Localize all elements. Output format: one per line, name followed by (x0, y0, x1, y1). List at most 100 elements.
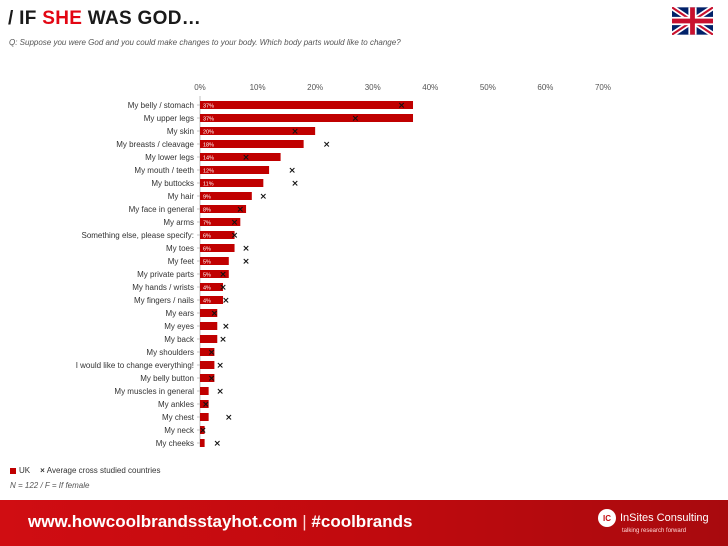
bar-uk (200, 192, 252, 200)
bar-value-label: 37% (203, 117, 214, 123)
category-label: My shoulders (146, 348, 194, 357)
x-tick-label: 60% (537, 83, 553, 92)
average-marker: × (219, 335, 227, 345)
bar-uk (200, 101, 414, 109)
footer-text: www.howcoolbrandsstayhot.com | #coolbran… (28, 512, 413, 532)
bar-uk (200, 309, 218, 317)
bar-uk (200, 374, 215, 382)
bar-value-label: 6% (203, 234, 211, 240)
average-marker: × (288, 166, 296, 176)
bar-uk (200, 348, 215, 356)
average-marker: × (242, 153, 250, 163)
average-marker: × (219, 270, 227, 280)
category-label: My fingers / nails (134, 296, 194, 305)
average-marker: × (242, 257, 250, 267)
average-marker: × (202, 400, 210, 410)
bar-uk (200, 205, 247, 213)
x-tick-label: 50% (480, 83, 496, 92)
page-title: / IF SHE WAS GOD… (8, 8, 201, 30)
category-label: My belly button (140, 374, 194, 383)
bar-uk (200, 296, 224, 304)
brand-logo: IC InSites Consulting (598, 509, 709, 527)
bar-value-label: 4% (203, 286, 211, 292)
category-label: Something else, please specify: (81, 231, 194, 240)
average-marker: × (216, 361, 224, 371)
average-marker: × (231, 218, 239, 228)
bar-uk (200, 322, 218, 330)
x-tick-label: 70% (595, 83, 611, 92)
survey-question: Q: Suppose you were God and you could ma… (9, 38, 401, 47)
legend-item-average: × Average cross studied countries (40, 466, 161, 475)
category-label: My private parts (137, 270, 194, 279)
legend-item-uk: UK (10, 466, 30, 475)
bar-uk (200, 439, 205, 447)
bar-chart: 0% 10% 20% 30% 40% 50% 60% 70% My belly / stomac… (76, 83, 611, 449)
category-label: My hands / wrists (132, 283, 194, 292)
bar-value-label: 8% (203, 208, 211, 214)
bar-value-label: 20% (203, 130, 214, 136)
category-label: My breasts / cleavage (116, 140, 194, 149)
title-suffix: WAS GOD… (82, 8, 202, 29)
category-label: My face in general (129, 205, 195, 214)
bar-uk (200, 244, 235, 252)
x-tick-label: 0% (194, 83, 206, 92)
category-label: My lower legs (145, 153, 194, 162)
category-label: My mouth / teeth (134, 166, 194, 175)
brand-name: InSites Consulting (620, 512, 709, 524)
average-marker: × (260, 192, 268, 202)
average-marker: × (222, 322, 230, 332)
average-marker: × (291, 127, 299, 137)
x-tick-label: 20% (307, 83, 323, 92)
x-tick-label: 10% (250, 83, 266, 92)
category-label: My chest (162, 413, 195, 422)
bar-value-label: 12% (203, 169, 214, 175)
category-label: My ankles (158, 400, 194, 409)
average-marker: × (225, 413, 233, 423)
title-accent: SHE (42, 8, 83, 29)
footer-separator: | (302, 512, 307, 531)
title-prefix: / IF (8, 8, 43, 29)
bar-uk (200, 270, 229, 278)
average-marker: × (211, 309, 219, 319)
category-label: My buttocks (151, 179, 194, 188)
category-label: My muscles in general (114, 387, 194, 396)
bar-value-label: 6% (203, 247, 211, 253)
average-marker: × (208, 348, 216, 358)
category-label: My cheeks (156, 439, 194, 448)
category-label: My belly / stomach (128, 101, 194, 110)
footer-banner: www.howcoolbrandsstayhot.com | #coolbran… (0, 500, 728, 546)
category-label: My skin (167, 127, 194, 136)
bar-uk (200, 413, 209, 421)
average-marker: × (237, 205, 245, 215)
bar-value-label: 37% (203, 104, 214, 110)
average-marker: × (216, 387, 224, 397)
footer-url[interactable]: www.howcoolbrandsstayhot.com (28, 512, 298, 531)
footer-hashtag[interactable]: #coolbrands (311, 512, 413, 531)
bar-uk (200, 127, 316, 135)
bar-value-label: 5% (203, 273, 211, 279)
bar-value-label: 7% (203, 221, 211, 227)
average-marker: × (213, 439, 221, 449)
category-label: My upper legs (144, 114, 194, 123)
average-marker: × (352, 114, 360, 124)
brand-tagline: talking research forward (622, 528, 687, 534)
bar-value-label: 4% (203, 299, 211, 305)
insites-logo-icon: IC (598, 509, 616, 527)
uk-swatch-icon (10, 467, 16, 474)
average-marker: × (323, 140, 331, 150)
category-label: My neck (164, 426, 195, 435)
bar-value-label: 11% (203, 182, 214, 188)
category-label: My toes (166, 244, 194, 253)
average-marker: × (398, 101, 406, 111)
category-label: My ears (166, 309, 194, 318)
category-label: My back (164, 335, 195, 344)
average-marker: × (222, 296, 230, 306)
bar-uk (200, 166, 270, 174)
bar-value-label: 9% (203, 195, 211, 201)
bar-uk (200, 153, 281, 161)
category-label: My eyes (164, 322, 194, 331)
average-marker: × (231, 231, 239, 241)
bar-uk (200, 361, 215, 369)
bar-uk (200, 231, 235, 239)
average-marker: × (242, 244, 250, 254)
